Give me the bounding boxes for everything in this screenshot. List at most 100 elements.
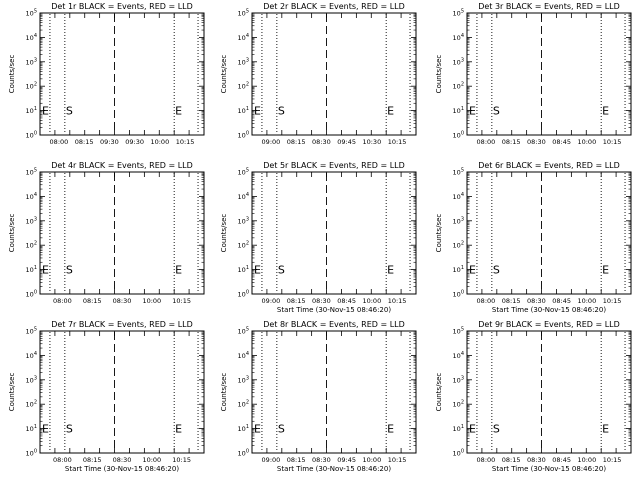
x-tick-label: 09:45: [337, 138, 356, 146]
y-axis-label: Counts/sec: [8, 373, 16, 412]
x-tick-label: 08:00: [477, 456, 496, 464]
y-axis-label: Counts/sec: [220, 55, 228, 94]
end-marker: E: [469, 105, 476, 118]
y-tick-label: 103: [453, 375, 464, 384]
y-tick-label: 102: [238, 241, 249, 250]
x-tick-label: 08:30: [527, 297, 546, 305]
x-tick-label: 08:30: [113, 456, 132, 464]
panel-title: Det 6r BLACK = Events, RED = LLD: [478, 161, 620, 170]
y-tick-label: 105: [238, 168, 249, 177]
y-tick-label: 103: [238, 57, 249, 66]
y-tick-label: 105: [26, 168, 37, 177]
y-tick-label: 103: [26, 216, 37, 225]
y-tick-label: 105: [453, 327, 464, 336]
panel-title: Det 8r BLACK = Events, RED = LLD: [263, 320, 405, 329]
y-tick-label: 102: [26, 82, 37, 91]
y-tick-label: 104: [26, 192, 37, 201]
start-marker: S: [66, 264, 73, 277]
x-tick-label: 10:15: [603, 456, 622, 464]
x-tick-label: 08:00: [53, 456, 72, 464]
y-tick-label: 104: [453, 192, 464, 201]
y-axis-label: Counts/sec: [435, 214, 443, 253]
end-marker: E: [175, 105, 182, 118]
x-axis-label: Start Time (30-Nov-15 08:46:20): [277, 465, 391, 473]
y-tick-label: 105: [26, 327, 37, 336]
plot-frame: [466, 171, 632, 295]
end-marker: E: [254, 264, 261, 277]
panel-title: Det 9r BLACK = Events, RED = LLD: [478, 320, 620, 329]
end-marker: E: [387, 264, 394, 277]
x-tick-label: 10:15: [388, 456, 407, 464]
y-tick-label: 100: [238, 290, 249, 299]
x-tick-label: 10:15: [603, 138, 622, 146]
y-tick-label: 105: [453, 168, 464, 177]
x-tick-label: 08:45: [337, 297, 356, 305]
panel-title: Det 7r BLACK = Events, RED = LLD: [51, 320, 193, 329]
y-tick-label: 104: [238, 33, 249, 42]
x-tick-label: 08:15: [83, 297, 102, 305]
x-tick-label: 08:15: [287, 138, 306, 146]
y-tick-label: 102: [453, 241, 464, 250]
y-tick-label: 104: [238, 192, 249, 201]
x-tick-label: 08:30: [312, 138, 331, 146]
x-tick-label: 09:00: [262, 456, 281, 464]
end-marker: E: [175, 264, 182, 277]
y-tick-label: 101: [453, 106, 464, 115]
x-tick-label: 09:00: [262, 297, 281, 305]
x-axis-label: Start Time (30-Nov-15 08:46:20): [492, 306, 606, 314]
end-marker: E: [254, 105, 261, 118]
panel-title: Det 5r BLACK = Events, RED = LLD: [263, 161, 405, 170]
end-marker: E: [602, 264, 609, 277]
x-tick-label: 08:00: [477, 297, 496, 305]
x-tick-label: 09:45: [337, 456, 356, 464]
y-axis-label: Counts/sec: [8, 214, 16, 253]
panel-title: Det 4r BLACK = Events, RED = LLD: [51, 161, 193, 170]
y-tick-label: 102: [453, 82, 464, 91]
y-tick-label: 102: [26, 400, 37, 409]
x-tick-label: 08:30: [312, 456, 331, 464]
x-tick-label: 10:15: [388, 297, 407, 305]
x-tick-label: 10:00: [142, 456, 161, 464]
x-tick-label: 08:00: [477, 138, 496, 146]
x-tick-label: 08:15: [83, 456, 102, 464]
end-marker: E: [602, 423, 609, 436]
y-tick-label: 104: [238, 351, 249, 360]
start-marker: S: [278, 423, 285, 436]
start-marker: S: [493, 105, 500, 118]
start-marker: S: [493, 264, 500, 277]
start-marker: S: [278, 105, 285, 118]
y-tick-label: 103: [453, 216, 464, 225]
y-tick-label: 101: [238, 265, 249, 274]
y-tick-label: 105: [238, 327, 249, 336]
end-marker: E: [42, 105, 49, 118]
x-tick-label: 08:15: [502, 456, 521, 464]
x-axis-label: Start Time (30-Nov-15 08:46:20): [492, 465, 606, 473]
panel-det-2: Det 2r BLACK = Events, RED = LLD 100 101 10…: [220, 2, 417, 146]
y-tick-label: 104: [26, 351, 37, 360]
end-marker: E: [254, 423, 261, 436]
y-axis-label: Counts/sec: [220, 214, 228, 253]
y-axis-label: Counts/sec: [435, 373, 443, 412]
y-tick-label: 103: [453, 57, 464, 66]
y-tick-label: 102: [453, 400, 464, 409]
x-tick-label: 10:00: [577, 297, 596, 305]
plot-frame: [466, 330, 632, 454]
end-marker: E: [387, 423, 394, 436]
y-tick-label: 104: [453, 351, 464, 360]
end-marker: E: [175, 423, 182, 436]
start-marker: S: [66, 105, 73, 118]
y-tick-label: 101: [26, 265, 37, 274]
x-tick-label: 08:45: [552, 297, 571, 305]
y-tick-label: 105: [238, 9, 249, 18]
x-tick-label: 08:15: [502, 297, 521, 305]
y-axis-label: Counts/sec: [220, 373, 228, 412]
end-marker: E: [42, 264, 49, 277]
x-tick-label: 08:30: [113, 297, 132, 305]
x-tick-label: 08:15: [287, 297, 306, 305]
x-tick-label: 10:15: [172, 456, 191, 464]
x-tick-label: 08:15: [75, 138, 94, 146]
y-tick-label: 102: [238, 400, 249, 409]
y-tick-label: 101: [453, 424, 464, 433]
y-tick-label: 104: [26, 33, 37, 42]
